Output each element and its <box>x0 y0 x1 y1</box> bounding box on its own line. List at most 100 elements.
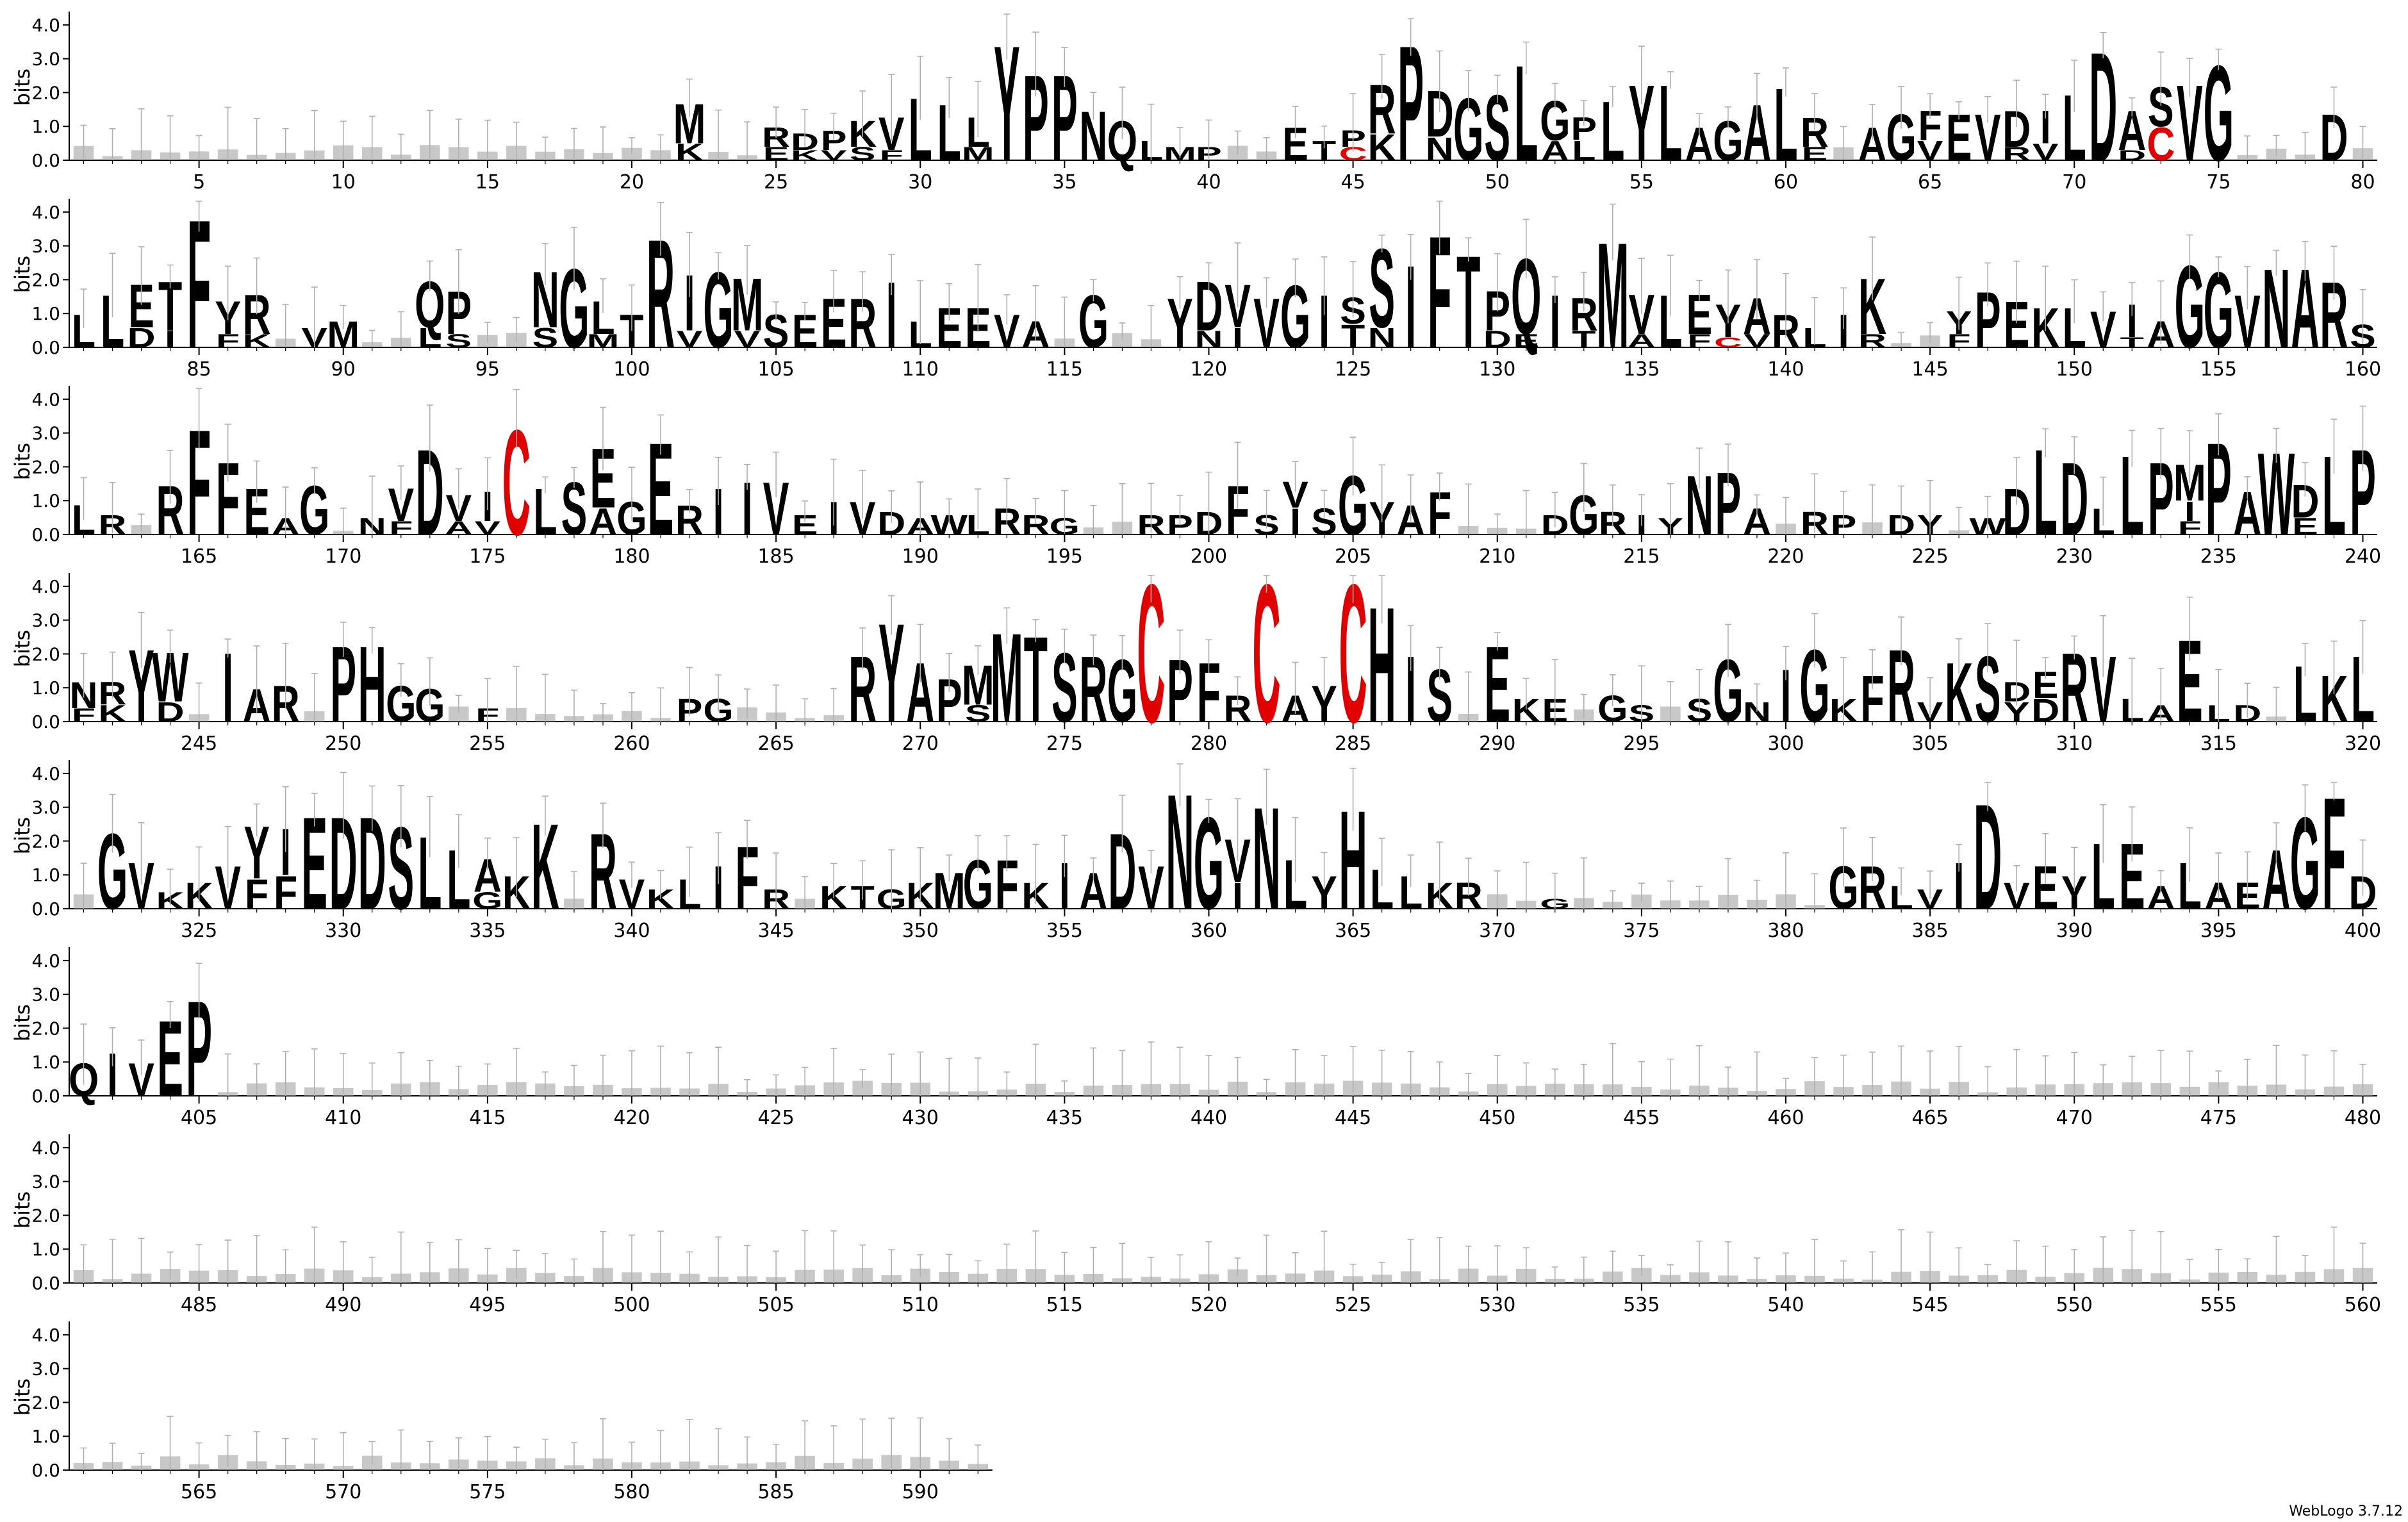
position-label: 430 <box>902 1107 939 1129</box>
position-label: 105 <box>757 358 794 381</box>
position-label: 380 <box>1767 920 1804 942</box>
y-tick-label: 1.0 <box>31 1052 60 1073</box>
position-label: 470 <box>2056 1107 2093 1129</box>
position-label: 180 <box>613 545 650 568</box>
logo-letter: E <box>1513 331 1539 352</box>
y-tick-label: 0.0 <box>31 1460 60 1481</box>
y-tick-label: 3.0 <box>31 423 60 444</box>
position-label: 540 <box>1767 1294 1804 1316</box>
logo-letter: T <box>1572 326 1596 352</box>
logo-letter: E <box>763 144 789 165</box>
logo-letter: F <box>245 872 268 918</box>
position-label: 30 <box>908 171 932 194</box>
position-label: 125 <box>1335 358 1371 381</box>
logo-letter: K <box>243 331 272 352</box>
position-label: 210 <box>1479 545 1515 568</box>
y-tick-label: 4.0 <box>31 1325 60 1346</box>
position-label: 330 <box>325 920 361 942</box>
logo-letter: R <box>1858 331 1886 352</box>
position-label: 280 <box>1191 732 1227 755</box>
logo-letter: K <box>791 147 819 163</box>
position-label: 485 <box>181 1294 217 1316</box>
position-label: 120 <box>1191 358 1227 381</box>
position-label: 295 <box>1623 732 1660 755</box>
logo-letter: I <box>1781 653 1792 738</box>
logo-letter: I <box>713 854 724 922</box>
logo-letter: L <box>418 322 441 354</box>
position-label: 510 <box>902 1294 939 1316</box>
y-tick-label: 0.0 <box>31 711 60 732</box>
position-label: 415 <box>469 1107 506 1129</box>
y-tick-label: 0.0 <box>31 524 60 545</box>
logo-letter: F <box>216 331 240 352</box>
position-label: 535 <box>1623 1294 1660 1316</box>
y-tick-label: 1.0 <box>31 116 60 137</box>
logo-letter: V <box>821 147 847 163</box>
position-label: 220 <box>1767 545 1804 568</box>
position-label: 360 <box>1191 920 1227 942</box>
logo-letter: C <box>2147 119 2175 171</box>
gap-bar <box>449 706 469 722</box>
y-tick-label: 3.0 <box>31 984 60 1005</box>
position-label: 5 <box>193 171 205 194</box>
position-label: 490 <box>325 1294 361 1316</box>
position-label: 585 <box>757 1481 794 1503</box>
position-label: 115 <box>1046 358 1083 381</box>
logo-letter: T <box>2120 335 2144 350</box>
logo-letter: V <box>734 326 761 352</box>
gap-bar <box>1631 894 1652 909</box>
y-tick-label: 4.0 <box>31 15 60 36</box>
logo-letter: A <box>1628 331 1656 352</box>
logo-letter: I <box>1319 279 1330 363</box>
y-tick-label: 2.0 <box>31 1392 60 1413</box>
logo-letter: F <box>880 147 903 163</box>
y-tick-label: 3.0 <box>31 49 60 70</box>
position-label: 460 <box>1767 1107 1804 1129</box>
y-tick-label: 0.0 <box>31 1273 60 1294</box>
y-axis-label: bits <box>10 443 35 480</box>
logo-letter: I <box>1405 636 1416 742</box>
position-label: 190 <box>902 545 939 568</box>
position-label: 60 <box>1774 171 1798 194</box>
position-label: 170 <box>325 545 361 568</box>
logo-letter: D <box>2031 692 2059 729</box>
position-label: 290 <box>1479 732 1515 755</box>
logo-letter: V <box>1744 331 1770 352</box>
position-label: 95 <box>475 358 500 381</box>
logo-letter: N <box>1426 131 1454 167</box>
y-tick-label: 1.0 <box>31 490 60 511</box>
position-label: 65 <box>1918 171 1942 194</box>
position-label: 45 <box>1341 171 1365 194</box>
position-label: 335 <box>469 920 506 942</box>
y-axis-label: bits <box>10 1004 35 1041</box>
logo-letter: T <box>1341 318 1365 354</box>
y-tick-label: 0.0 <box>31 1086 60 1107</box>
position-label: 90 <box>331 358 356 381</box>
logo-letter: L <box>1572 135 1596 167</box>
position-label: 155 <box>2200 358 2237 381</box>
y-tick-label: 4.0 <box>31 763 60 784</box>
logo-letter: I <box>222 633 233 743</box>
y-tick-label: 3.0 <box>31 1359 60 1380</box>
position-label: 495 <box>469 1294 506 1316</box>
position-label: 385 <box>1911 920 1948 942</box>
y-tick-label: 1.0 <box>31 1426 60 1447</box>
logo-letter: N <box>1194 326 1223 352</box>
position-label: 285 <box>1335 732 1371 755</box>
position-label: 225 <box>1911 545 1948 568</box>
logo-letter: A <box>589 500 617 543</box>
position-label: 445 <box>1335 1107 1371 1129</box>
logo-letter: V <box>677 326 703 352</box>
position-label: 425 <box>757 1107 794 1129</box>
position-label: 550 <box>2056 1294 2093 1316</box>
logo-row-7: bits 0.0 1.0 2.0 3.0 4.0 485 490 495 500 505 510 515… <box>10 1134 2381 1316</box>
position-label: 520 <box>1191 1294 1227 1316</box>
logo-letter: M <box>587 331 620 352</box>
y-tick-label: 4.0 <box>31 950 60 972</box>
position-label: 130 <box>1479 358 1515 381</box>
logo-letter: I <box>1954 850 1965 923</box>
logo-letter: E <box>2292 513 2318 540</box>
y-tick-label: 4.0 <box>31 389 60 410</box>
